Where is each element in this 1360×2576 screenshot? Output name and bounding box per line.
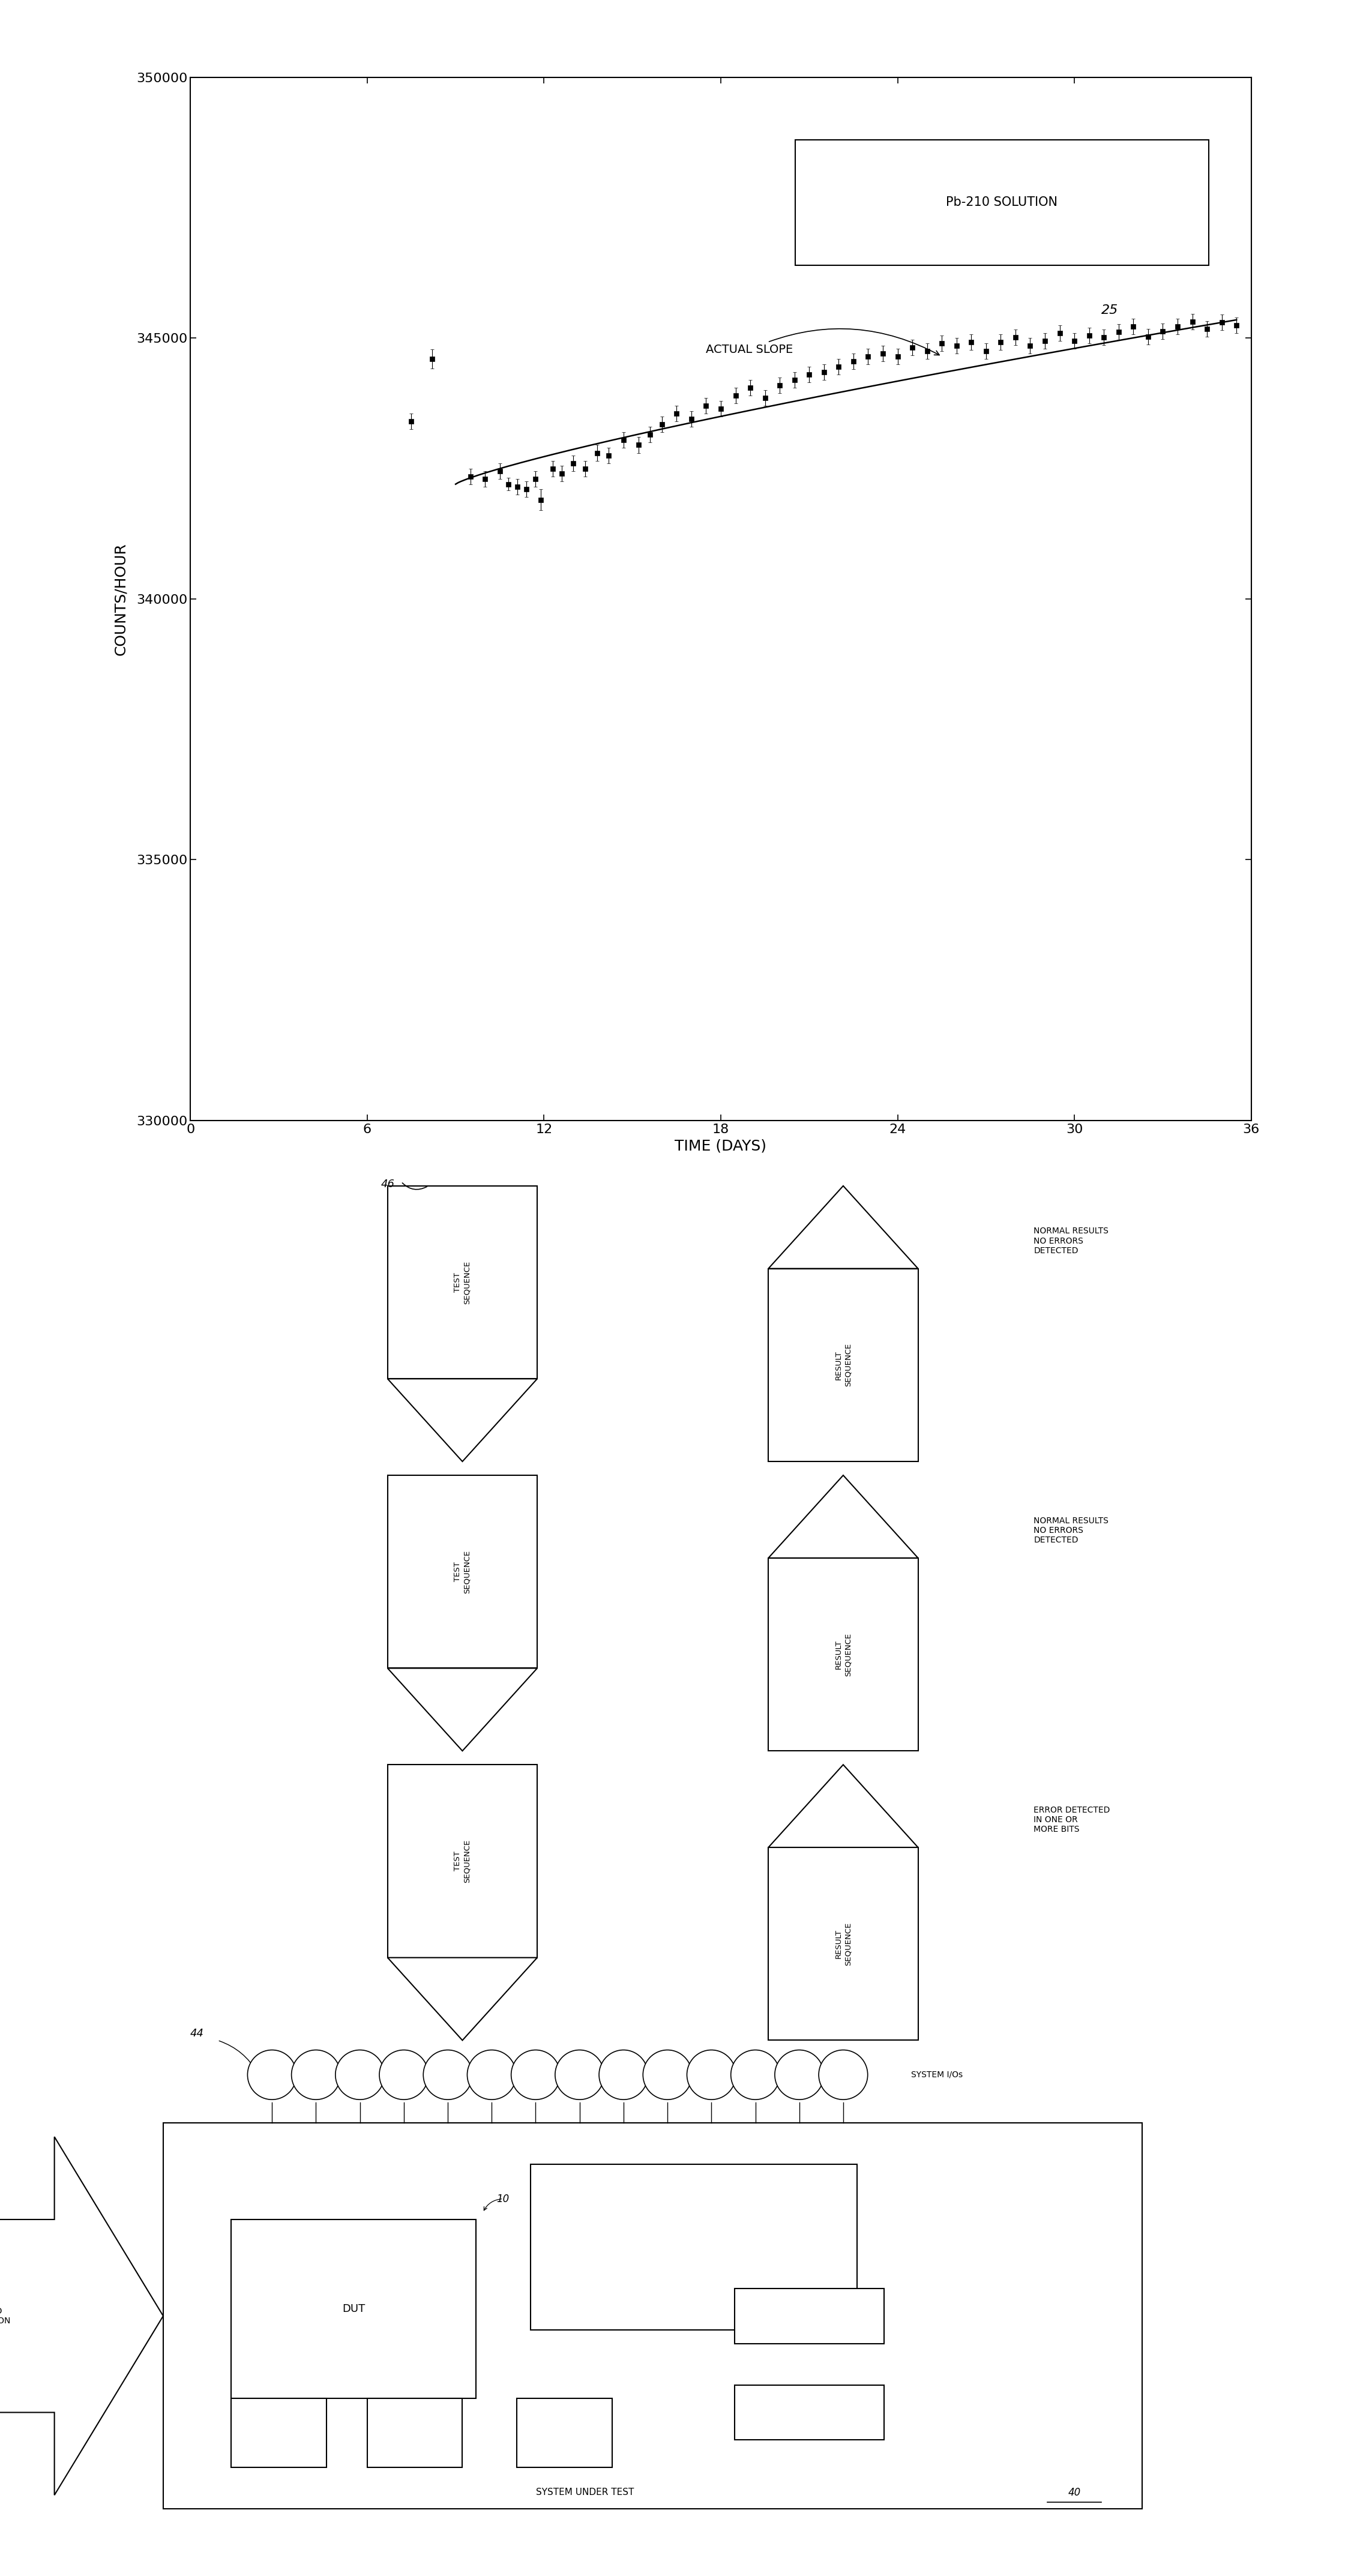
Text: Pb-210 SOLUTION: Pb-210 SOLUTION — [947, 196, 1058, 209]
Circle shape — [511, 2050, 560, 2099]
FancyBboxPatch shape — [796, 139, 1209, 265]
Text: ACCELERATED
ALPHA RADIATION: ACCELERATED ALPHA RADIATION — [0, 2308, 11, 2326]
Bar — [388, 1765, 537, 1958]
Circle shape — [555, 2050, 604, 2099]
Text: NORMAL RESULTS
NO ERRORS
DETECTED: NORMAL RESULTS NO ERRORS DETECTED — [1034, 1226, 1108, 1255]
Circle shape — [598, 2050, 647, 2099]
Bar — [517, 2398, 612, 2468]
Circle shape — [819, 2050, 868, 2099]
Polygon shape — [0, 2138, 163, 2496]
Text: 10: 10 — [496, 2192, 509, 2205]
Text: TEST
SEQUENCE: TEST SEQUENCE — [454, 1839, 471, 1883]
Circle shape — [423, 2050, 472, 2099]
Text: SYSTEM I/Os: SYSTEM I/Os — [911, 2071, 963, 2079]
Text: TEST
SEQUENCE: TEST SEQUENCE — [454, 1551, 471, 1595]
Text: 25: 25 — [1102, 304, 1118, 317]
Circle shape — [248, 2050, 296, 2099]
Bar — [388, 1476, 537, 1669]
Text: RESULT
SEQUENCE: RESULT SEQUENCE — [835, 1922, 851, 1965]
Bar — [388, 1185, 537, 1378]
Circle shape — [468, 2050, 517, 2099]
Text: SYSTEM UNDER TEST: SYSTEM UNDER TEST — [536, 2488, 634, 2496]
Text: 44: 44 — [190, 2027, 204, 2038]
Bar — [163, 2123, 1142, 2509]
Circle shape — [291, 2050, 340, 2099]
Y-axis label: COUNTS/HOUR: COUNTS/HOUR — [113, 544, 128, 654]
Polygon shape — [388, 1958, 537, 2040]
Text: RESULT
SEQUENCE: RESULT SEQUENCE — [835, 1633, 851, 1677]
Bar — [530, 2164, 857, 2329]
Circle shape — [643, 2050, 692, 2099]
Text: ACTUAL SLOPE: ACTUAL SLOPE — [706, 330, 940, 355]
Polygon shape — [768, 1765, 918, 1847]
Bar — [734, 2287, 884, 2344]
Circle shape — [775, 2050, 824, 2099]
Bar — [768, 1558, 918, 1752]
Text: 46: 46 — [381, 1180, 394, 1190]
Polygon shape — [768, 1185, 918, 1267]
Bar — [231, 2221, 476, 2398]
Polygon shape — [768, 1476, 918, 1558]
Circle shape — [379, 2050, 428, 2099]
Text: ERROR DETECTED
IN ONE OR
MORE BITS: ERROR DETECTED IN ONE OR MORE BITS — [1034, 1806, 1110, 1834]
Bar — [768, 1267, 918, 1461]
Circle shape — [336, 2050, 385, 2099]
Bar — [768, 1847, 918, 2040]
X-axis label: TIME (DAYS): TIME (DAYS) — [675, 1139, 767, 1154]
Bar — [734, 2385, 884, 2439]
Bar — [367, 2398, 462, 2468]
Polygon shape — [388, 1669, 537, 1752]
Text: NORMAL RESULTS
NO ERRORS
DETECTED: NORMAL RESULTS NO ERRORS DETECTED — [1034, 1517, 1108, 1546]
Circle shape — [687, 2050, 736, 2099]
Bar — [231, 2398, 326, 2468]
Text: TEST
SEQUENCE: TEST SEQUENCE — [454, 1260, 471, 1303]
Polygon shape — [388, 1378, 537, 1461]
Circle shape — [730, 2050, 779, 2099]
Text: 40: 40 — [1068, 2486, 1081, 2499]
Text: RESULT
SEQUENCE: RESULT SEQUENCE — [835, 1342, 851, 1386]
Text: DUT: DUT — [343, 2303, 364, 2313]
